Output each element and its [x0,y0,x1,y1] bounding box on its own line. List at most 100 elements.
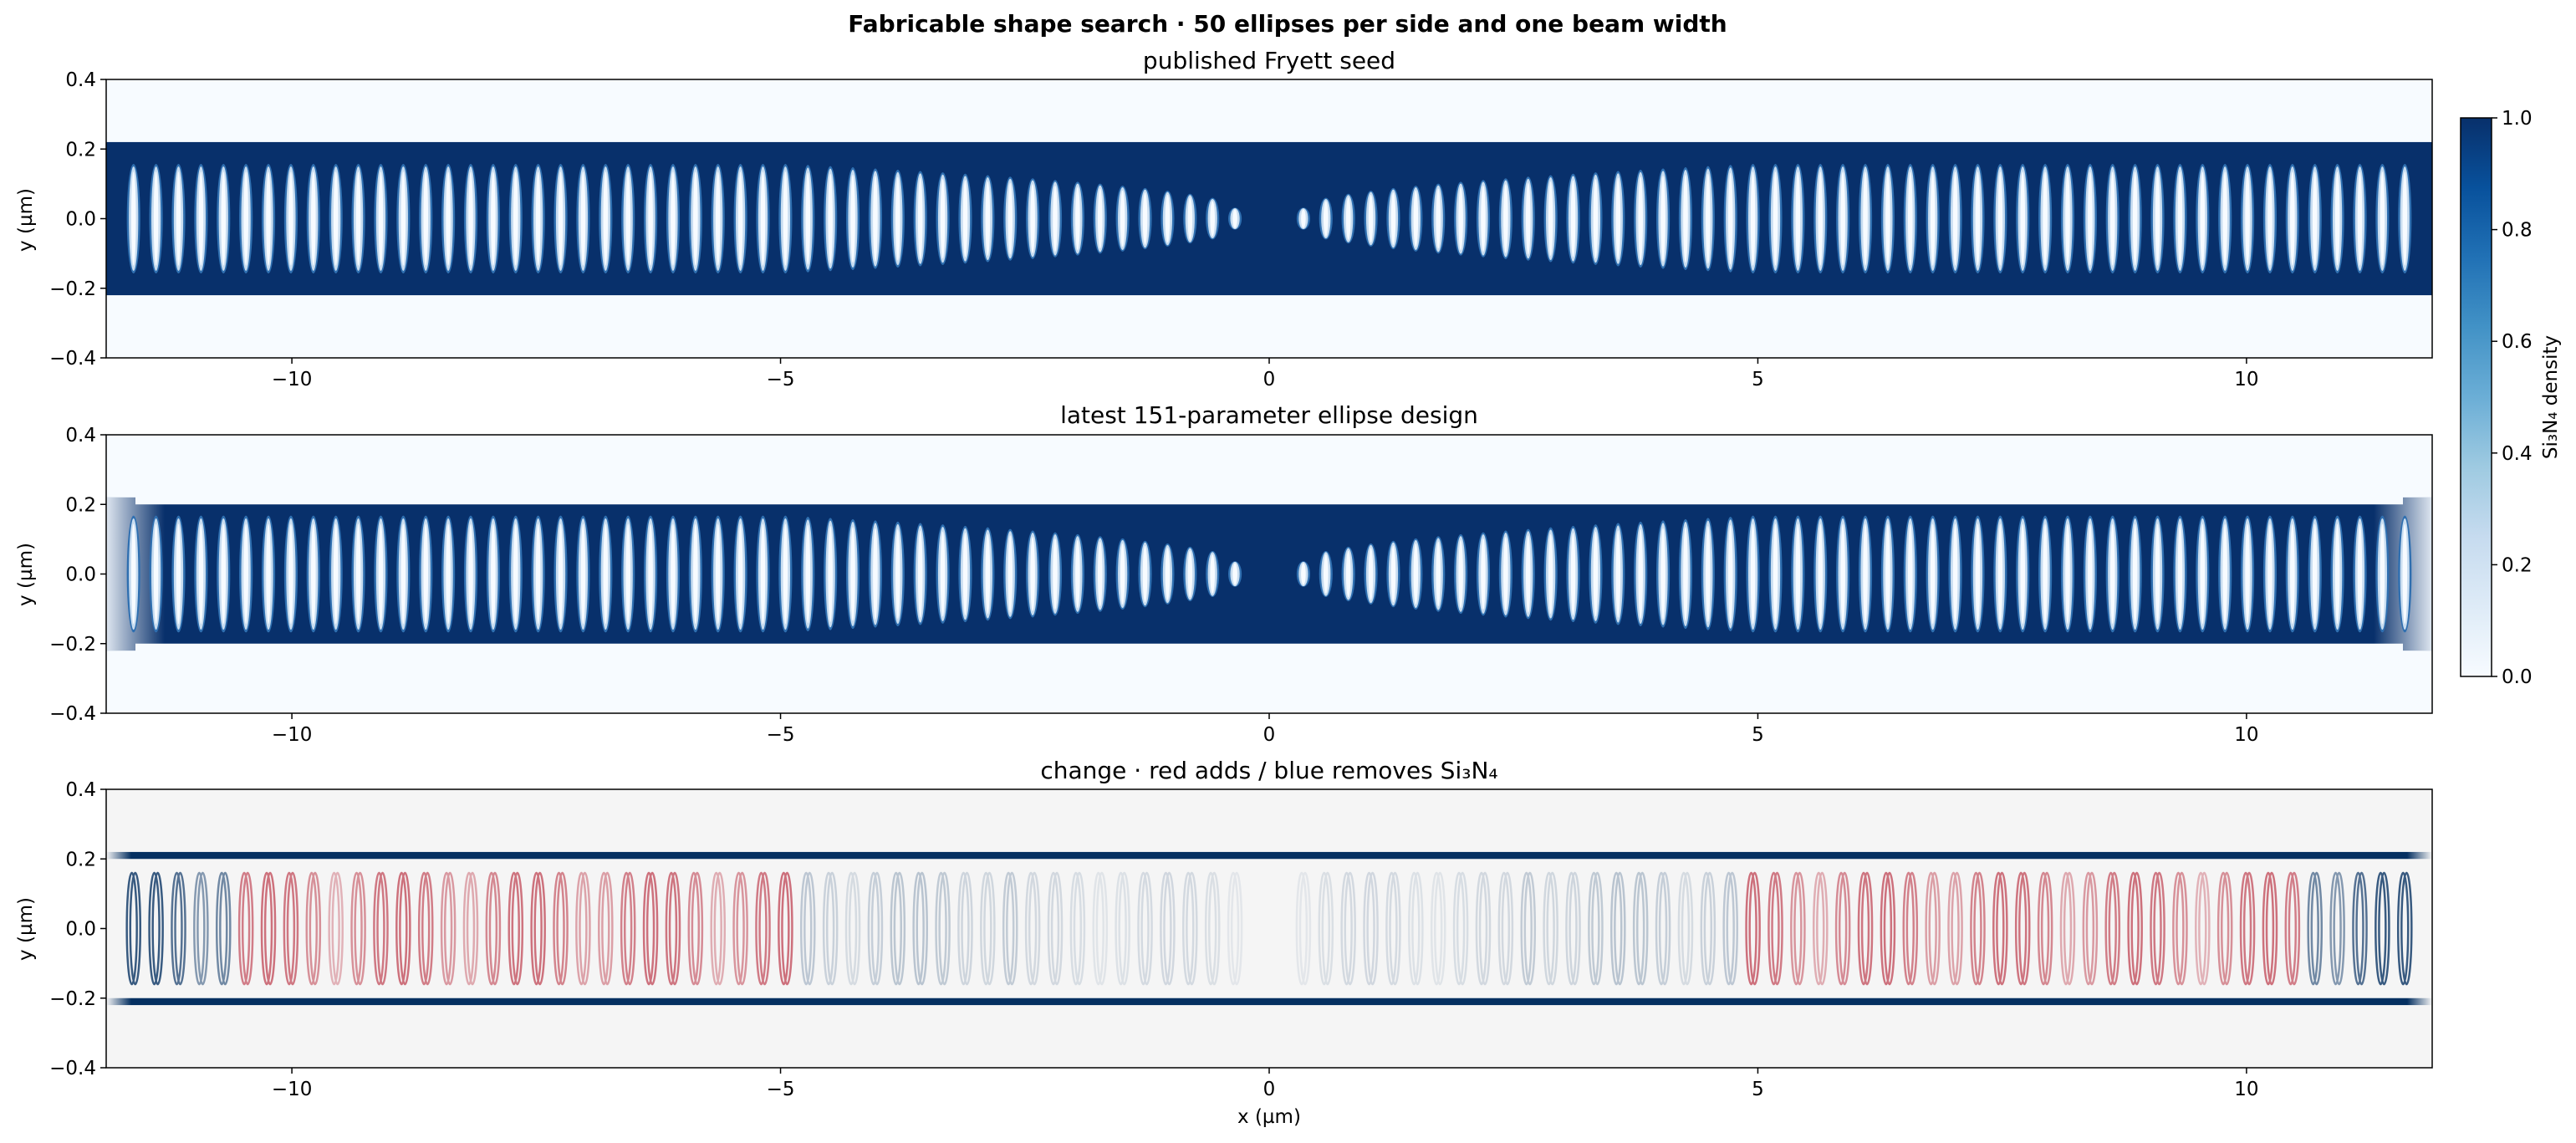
change-arc [778,871,790,986]
change-arc [1992,871,2005,986]
change-arc [1073,871,1086,986]
hole-core [2334,171,2340,266]
hole-core [648,171,653,266]
hole-core [400,523,406,625]
hole-core [783,171,788,266]
change-arc [668,871,681,986]
hole-core [625,171,631,266]
change-arc [2130,871,2143,986]
change-arc [1681,871,1694,986]
change-arc [283,871,296,986]
change-arc [462,871,476,986]
change-arc [665,871,678,986]
panel-change: change · red adds / blue removes Si₃N₄ −… [15,757,2433,1128]
heatmap-image [106,435,2432,713]
hole-core [1930,523,1936,625]
change-arc [1925,871,1937,986]
hole-core [1818,523,1824,625]
change-arc [713,871,727,986]
change-arc [642,871,655,986]
change-arc [935,871,947,986]
hole-core [333,171,339,266]
hole-core [535,523,541,625]
change-arc [1006,871,1018,986]
hole-core [1368,548,1374,600]
change-arc [1340,871,1353,986]
x-tick-label: 5 [1752,724,1764,746]
hole-core [153,523,159,625]
change-arc [1140,871,1153,986]
hole-core [2109,171,2115,266]
change-arc [1024,871,1038,986]
hole-core [1952,171,1958,266]
x-tick-label: −10 [272,724,313,746]
hole-core [1975,523,1981,625]
hole-core [446,523,451,625]
change-arc [1996,871,2008,986]
hole-core [873,176,878,262]
hole-core [1593,179,1599,258]
change-arc [2150,871,2162,986]
x-tick-label: −5 [767,1079,795,1100]
hole-core [625,523,631,625]
hole-core [400,171,406,266]
change-arc [1703,871,1716,986]
change-arc [556,871,569,986]
change-arc [1880,871,1893,986]
hole-core [2245,171,2250,266]
hole-core [1548,533,1553,615]
y-tick-label: 0.2 [65,494,96,516]
change-arc [2375,871,2387,986]
change-arc [2355,871,2368,986]
hole-core [1210,201,1216,237]
hole-core [1570,180,1576,258]
change-arc [395,871,408,986]
hole-core [1885,523,1890,625]
hole-core [985,181,991,257]
change-arc [1028,871,1041,986]
change-arc [286,871,299,986]
change-arc [2082,871,2095,986]
hole-core [1142,192,1148,245]
colorbar-tick-label: 0.0 [2502,666,2533,688]
hole-core [378,523,384,625]
hole-core [1436,188,1441,249]
change-arc [1588,871,1600,986]
hole-core [2380,523,2385,625]
change-arc [1456,871,1469,986]
x-tick-label: 10 [2234,369,2258,390]
change-arc [488,871,502,986]
change-arc [1497,871,1511,986]
change-arc [1344,871,1356,986]
change-arc [196,871,209,986]
hole-core [940,179,946,258]
panel-title: latest 151-parameter ellipse design [1060,401,1478,429]
change-arc [421,871,434,986]
change-arc [376,871,389,986]
change-arc [1771,871,1783,986]
change-arc [758,871,771,986]
hole-core [1885,171,1890,266]
x-tick-label: 0 [1263,369,1276,390]
hole-core [2088,171,2093,266]
hole-core [1323,554,1329,594]
y-axis-label: y (µm) [15,543,37,606]
hole-core [1323,201,1329,237]
change-arc [2216,871,2230,986]
change-arc [1204,871,1217,986]
hole-core [1481,538,1486,610]
change-arc [1115,871,1127,986]
hole-core [355,171,361,266]
change-arc [645,871,659,986]
hole-core [2312,171,2318,266]
hole-core [2065,523,2070,625]
change-arc [2059,871,2073,986]
hole-core [603,171,609,266]
change-arc [331,871,344,986]
hole-core [1773,523,1778,625]
change-arc [1860,871,1874,986]
hole-core [962,180,968,258]
change-arc [938,871,951,986]
y-tick-label: 0.4 [65,779,96,801]
hole-core [1638,528,1643,620]
